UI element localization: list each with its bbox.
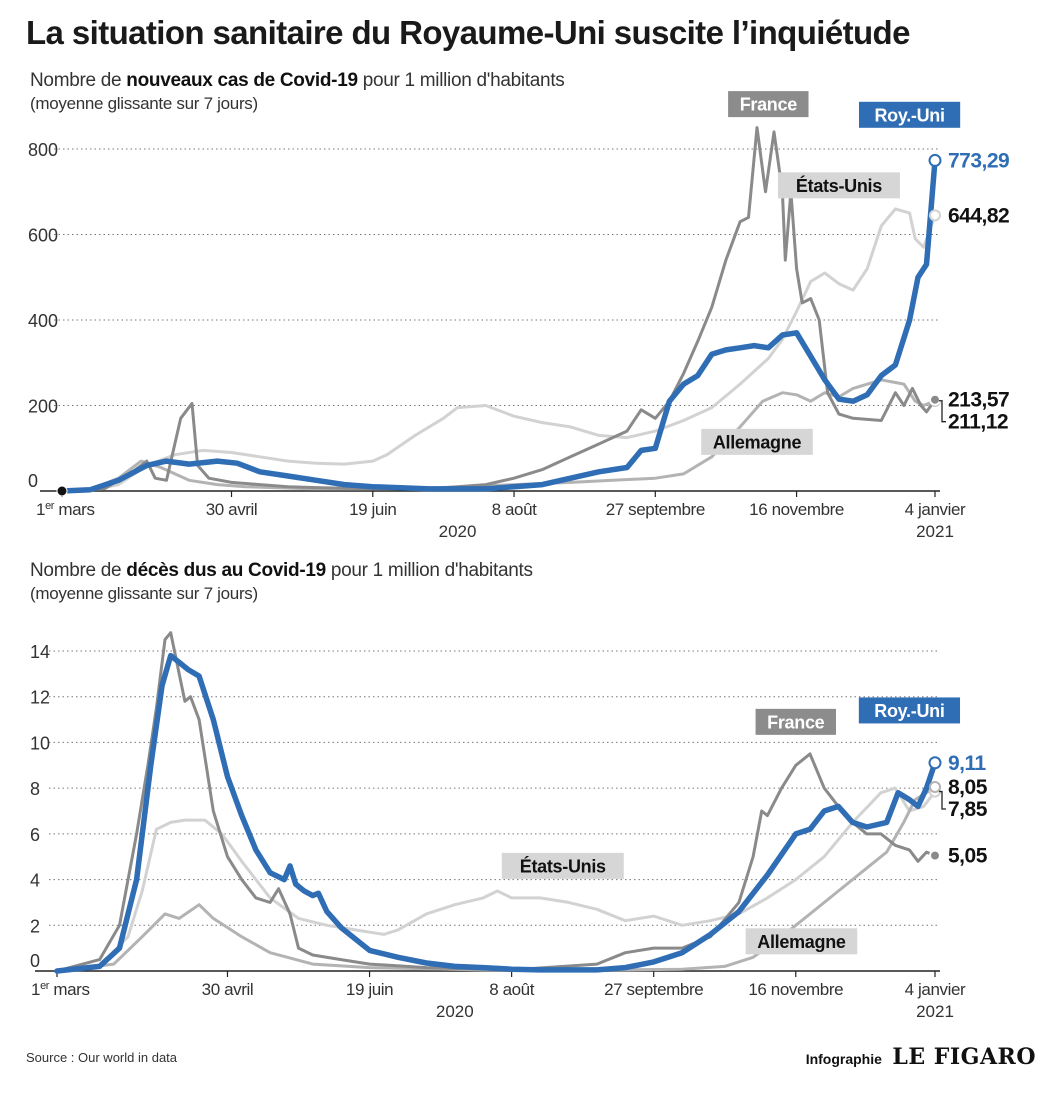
chart1-legend-box-allemagne [701, 428, 813, 455]
infographie-label: Infographie [805, 1051, 882, 1067]
chart2-series-line-etats-unis [55, 786, 937, 973]
chart1-x-tick-label: 4 janvier [905, 500, 966, 519]
chart2-subtitle2: (moyenne glissante sur 7 jours) [30, 584, 258, 603]
chart1-x-tick-label: 27 septembre [606, 500, 705, 519]
chart2-end-dot-roy-uni [928, 756, 942, 770]
chart1-series-line-france [60, 126, 937, 493]
chart1-x-tick-label: 16 novembre [749, 500, 844, 519]
le-figaro-logo: LE FIGARO [892, 1044, 1036, 1070]
chart2-y-tick-label: 8 [30, 779, 40, 799]
chart2-legend-label-allemagne: Allemagne [757, 932, 846, 952]
chart1-end-label-france: 213,57 [948, 389, 1009, 412]
chart2-legend-label-etats-unis: États-Unis [520, 855, 606, 876]
chart1-end-dot-etats-unis [929, 209, 941, 222]
chart2-y-tick-label: 2 [30, 916, 40, 936]
chart1-end-label-roy-uni: 773,29 [948, 149, 1009, 172]
chart2-y-tick-label: 0 [30, 951, 40, 971]
cases-chart: 0 200 400 600 800 1er mars 30 avril 19 juin 8 ao… [28, 91, 1010, 541]
chart2-y-tick-label: 12 [30, 688, 50, 708]
chart1-y-tick-label: 800 [28, 140, 58, 160]
chart1-x-tick-label: 19 juin [349, 500, 396, 519]
chart1-series-line-etats-unis [60, 207, 937, 493]
chart2-year-label: 2021 [916, 1002, 954, 1021]
chart1-legend-label-roy-uni: Roy.-Uni [874, 105, 944, 125]
chart2-year-label: 2020 [436, 1002, 474, 1021]
chart2-legend-label-france: France [767, 712, 825, 732]
chart2-end-label-leader [939, 790, 946, 810]
source-note: Source : Our world in data [26, 1050, 178, 1065]
chart2-subtitle-post: pour 1 million d'habitants [325, 560, 533, 581]
chart1-legend-box-etats-unis [777, 172, 900, 199]
chart1-series-line-allemagne [60, 378, 937, 493]
chart1-end-label-etats-unis: 644,82 [948, 204, 1009, 227]
chart1-end-dot-france [929, 393, 941, 406]
chart1-legend-label-france: France [740, 95, 798, 115]
deaths-chart: 0 2 4 6 8 10 12 14 1er mars 30 avril 19 juin 8 août… [30, 631, 988, 1021]
chart1-legend-label-allemagne: Allemagne [713, 432, 802, 452]
chart2-x-tick-label: 4 janvier [905, 980, 966, 999]
chart1-subtitle2: (moyenne glissante sur 7 jours) [30, 94, 258, 113]
chart2-y-tick-label: 10 [30, 733, 50, 753]
chart2-legend-label-roy-uni: Roy.-Uni [874, 701, 944, 721]
chart2-x-tick-label: 19 juin [346, 980, 393, 999]
chart1-x-tick-label: 1er mars [36, 500, 95, 519]
chart2-legend-box-roy-uni [858, 697, 961, 724]
chart1-subtitle-pre: Nombre de [30, 70, 127, 91]
chart1-subtitle: Nombre de nouveaux cas de Covid-19 pour … [30, 70, 565, 92]
chart1-legend-box-france [728, 91, 809, 118]
chart2-y-tick-label: 4 [30, 871, 40, 891]
chart1-legend-label-etats-unis: États-Unis [796, 175, 882, 196]
chart1-start-dot [56, 485, 68, 497]
chart1-legend-box-roy-uni [858, 101, 961, 128]
chart2-x-tick-label: 8 août [489, 980, 535, 999]
chart1-year-label: 2020 [439, 522, 477, 541]
chart1-x-tick-label: 8 août [492, 500, 538, 519]
chart2-subtitle-pre: Nombre de [30, 560, 127, 581]
chart1-end-label-allemagne: 211,12 [948, 411, 1008, 434]
chart2-end-label-etats-unis: 7,85 [948, 798, 988, 821]
chart2-legend-box-etats-unis [501, 852, 624, 879]
chart2-end-dot-france [929, 849, 941, 862]
chart2-x-tick-label: 30 avril [202, 980, 254, 999]
chart1-y-tick-label: 600 [28, 226, 58, 246]
credit: Infographie LE FIGARO [806, 1044, 1036, 1070]
chart2-subtitle-bold: décès dus au Covid-19 [126, 560, 326, 581]
chart1-y-tick-label: 400 [28, 311, 58, 331]
chart1-series-line-roy-uni [59, 157, 938, 494]
chart2-subtitle: Nombre de décès dus au Covid-19 pour 1 m… [30, 560, 533, 582]
chart2-x-tick-label: 16 novembre [748, 980, 843, 999]
chart2-y-tick-label: 6 [30, 825, 40, 845]
chart1-subtitle-bold: nouveaux cas de Covid-19 [126, 70, 358, 91]
chart2-y-tick-label: 14 [30, 642, 50, 662]
page-title: La situation sanitaire du Royaume-Uni su… [26, 14, 910, 51]
chart2-legend-box-france [755, 708, 836, 735]
chart1-year-label: 2021 [916, 522, 954, 541]
chart2-x-tick-label: 1er mars [31, 980, 90, 999]
chart2-legend-box-allemagne [745, 928, 858, 955]
chart1-y-tick-label: 200 [28, 397, 58, 417]
chart1-end-dot-roy-uni [928, 153, 942, 167]
chart1-end-label-leader [939, 400, 946, 423]
chart1-y-tick-label: 0 [28, 471, 38, 491]
chart2-end-label-france: 5,05 [948, 845, 988, 868]
chart2-x-tick-label: 27 septembre [604, 980, 703, 999]
chart2-end-dot-allemagne [929, 781, 941, 793]
chart2-series-line-roy-uni [54, 652, 938, 974]
chart1-subtitle-post: pour 1 million d'habitants [357, 70, 565, 91]
chart2-end-label-roy-uni: 9,11 [948, 752, 987, 775]
chart2-end-label-allemagne: 8,05 [948, 776, 988, 799]
chart1-x-tick-label: 30 avril [206, 500, 258, 519]
